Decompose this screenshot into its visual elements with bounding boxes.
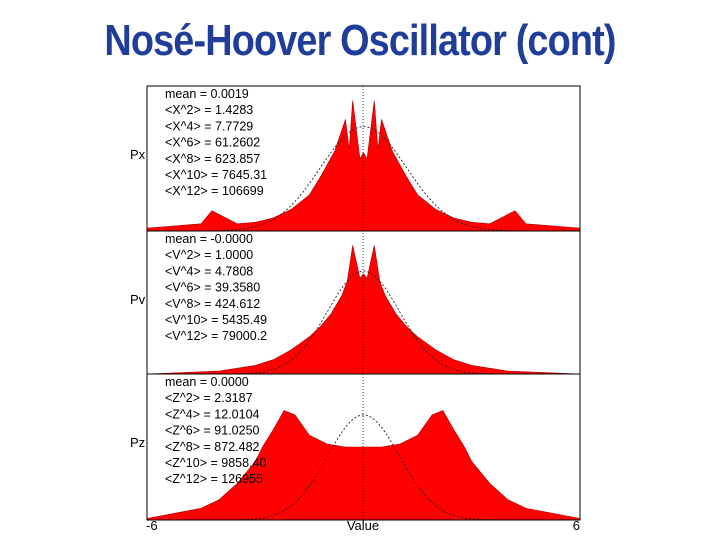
histogram-area-px [146, 100, 581, 232]
stat-line: <X^8> = 623.857 [165, 152, 260, 166]
stat-line: <V^10> = 5435.49 [165, 313, 267, 327]
plot-frame [146, 85, 581, 521]
stat-line: <V^6> = 39.3580 [165, 281, 260, 295]
stat-line: <Z^8> = 872.482 [165, 440, 260, 454]
stat-line: <X^2> = 1.4283 [165, 103, 253, 117]
stat-line: <Z^6> = 91.0250 [165, 424, 260, 438]
stat-line: <V^4> = 4.7808 [165, 264, 253, 278]
panel-label-px: Px [130, 147, 146, 162]
x-tick-label-min: -6 [146, 518, 158, 533]
histogram-fills [146, 100, 581, 521]
stat-line: <X^10> = 7645.31 [165, 168, 267, 182]
stat-line: <Z^12> = 126955 [165, 472, 263, 486]
stat-line: <X^12> = 106699 [165, 184, 264, 198]
stat-line: <Z^4> = 12.0104 [165, 407, 260, 421]
panel-label-pv: Pv [130, 292, 146, 307]
x-axis-label: Value [347, 518, 379, 533]
slide-title: Nosé-Hoover Oscillator (cont) [104, 16, 616, 65]
stat-line: mean = 0.0019 [165, 87, 249, 101]
moment-statistics: mean = 0.0019 <X^2> = 1.4283 <X^4> = 7.772… [165, 87, 267, 486]
stat-line: mean = -0.0000 [165, 232, 253, 246]
x-tick-label-max: 6 [573, 518, 580, 533]
stat-line: <X^6> = 61.2602 [165, 136, 260, 150]
stat-line: <Z^10> = 9858.40 [165, 456, 266, 470]
stat-line: <Z^2> = 2.3187 [165, 391, 253, 405]
stat-line: <X^4> = 7.7729 [165, 119, 253, 133]
stat-line: <V^2> = 1.0000 [165, 248, 253, 262]
panel-label-pz: Pz [130, 435, 145, 450]
stat-line: <V^12> = 79000.2 [165, 329, 267, 343]
stat-line: mean = 0.0000 [165, 375, 249, 389]
panel-labels: Px Pv Pz [130, 147, 146, 450]
histogram-area-pz [146, 410, 581, 521]
histogram-area-pv [146, 245, 581, 375]
stat-line: <V^8> = 424.612 [165, 297, 260, 311]
